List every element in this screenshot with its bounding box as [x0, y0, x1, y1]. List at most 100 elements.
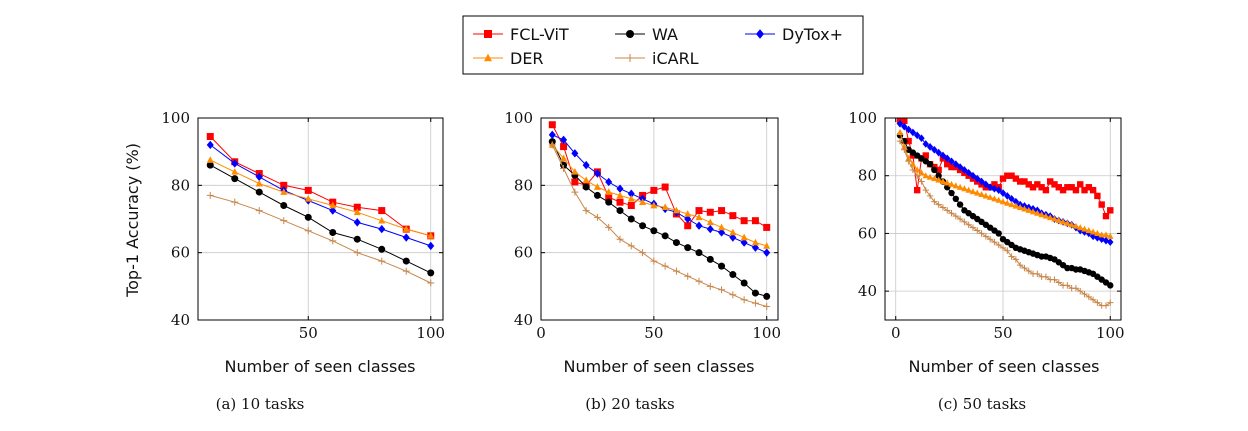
data-point	[905, 158, 912, 165]
data-point	[922, 152, 929, 159]
data-point	[751, 299, 759, 307]
data-point	[627, 215, 635, 223]
data-point	[706, 208, 714, 216]
data-point	[944, 207, 951, 214]
data-point	[1012, 175, 1020, 182]
data-point	[661, 183, 669, 191]
data-point	[751, 289, 759, 297]
data-point	[1055, 216, 1062, 224]
data-point	[961, 185, 968, 192]
data-point	[255, 207, 263, 215]
data-point	[718, 228, 726, 237]
data-point	[729, 271, 737, 279]
data-point	[999, 244, 1007, 252]
data-point	[1081, 186, 1088, 194]
y-tick-label: 40	[858, 282, 877, 300]
data-point	[402, 233, 410, 242]
data-point	[931, 166, 938, 174]
data-point	[639, 222, 647, 230]
data-point	[952, 195, 959, 202]
data-point	[961, 166, 968, 174]
data-point	[952, 160, 959, 169]
data-point	[695, 249, 703, 257]
x-tick-label: 50	[993, 324, 1012, 342]
series-wa	[206, 161, 435, 277]
data-point	[582, 160, 590, 170]
data-point	[1072, 222, 1080, 229]
data-point	[684, 214, 692, 224]
data-point	[935, 148, 942, 157]
data-point	[995, 196, 1002, 203]
series-line	[210, 164, 432, 274]
data-point	[1042, 212, 1050, 219]
data-point	[1029, 208, 1037, 215]
data-point	[729, 291, 737, 299]
data-point	[952, 212, 959, 220]
data-point	[206, 140, 214, 150]
data-point	[999, 175, 1007, 182]
legend-marker	[756, 29, 764, 39]
series-line	[209, 144, 431, 247]
legend: FCL-ViT WA DyTox+ DER iCARL	[462, 15, 864, 75]
data-point	[948, 163, 955, 171]
data-point	[991, 238, 998, 246]
data-point	[740, 238, 748, 247]
y-tick-label: 40	[171, 311, 190, 329]
legend-marker	[626, 54, 634, 62]
series-line	[209, 136, 431, 237]
data-point	[627, 202, 635, 210]
data-point	[639, 198, 647, 205]
x-axis-label-c: Number of seen classes	[908, 357, 1099, 376]
data-point	[1025, 267, 1032, 275]
data-point	[1051, 215, 1058, 222]
data-point	[661, 262, 669, 270]
data-point	[1094, 299, 1101, 306]
data-point	[661, 232, 669, 240]
data-point	[948, 180, 955, 187]
data-point	[913, 131, 921, 140]
legend-label: iCARL	[652, 49, 699, 68]
data-point	[905, 154, 912, 161]
data-point	[751, 217, 759, 225]
data-point	[740, 233, 748, 241]
data-point	[1077, 181, 1084, 188]
data-point	[378, 216, 386, 224]
series-line	[551, 144, 767, 307]
caption-a: (a) 10 tasks	[216, 395, 305, 413]
data-point	[999, 189, 1007, 197]
data-point	[1042, 186, 1050, 194]
data-point	[353, 249, 361, 257]
data-point	[763, 223, 771, 231]
data-point	[684, 244, 692, 252]
data-point	[378, 257, 386, 265]
series-fcl-vit	[206, 133, 435, 240]
legend-label: DyTox+	[782, 25, 843, 44]
data-point	[751, 243, 759, 252]
y-tick-label: 60	[858, 224, 877, 242]
data-point	[706, 282, 714, 290]
data-point	[627, 189, 635, 198]
data-point	[560, 135, 568, 145]
data-point	[913, 172, 921, 179]
data-point	[999, 198, 1007, 205]
data-point	[944, 184, 951, 191]
data-point	[231, 175, 239, 183]
data-point	[931, 198, 938, 205]
data-point	[986, 183, 994, 192]
data-point	[926, 192, 934, 200]
data-point	[763, 292, 771, 300]
data-point	[995, 186, 1002, 194]
data-point	[740, 217, 748, 225]
data-point	[1016, 178, 1024, 185]
data-point	[1051, 276, 1058, 283]
data-point	[931, 145, 938, 154]
data-point	[965, 168, 972, 177]
data-point	[378, 207, 386, 215]
data-point	[706, 224, 714, 234]
data-point	[1102, 231, 1110, 238]
data-point	[978, 230, 985, 237]
data-point	[1008, 172, 1015, 179]
data-point	[255, 172, 263, 182]
data-point	[918, 178, 925, 185]
